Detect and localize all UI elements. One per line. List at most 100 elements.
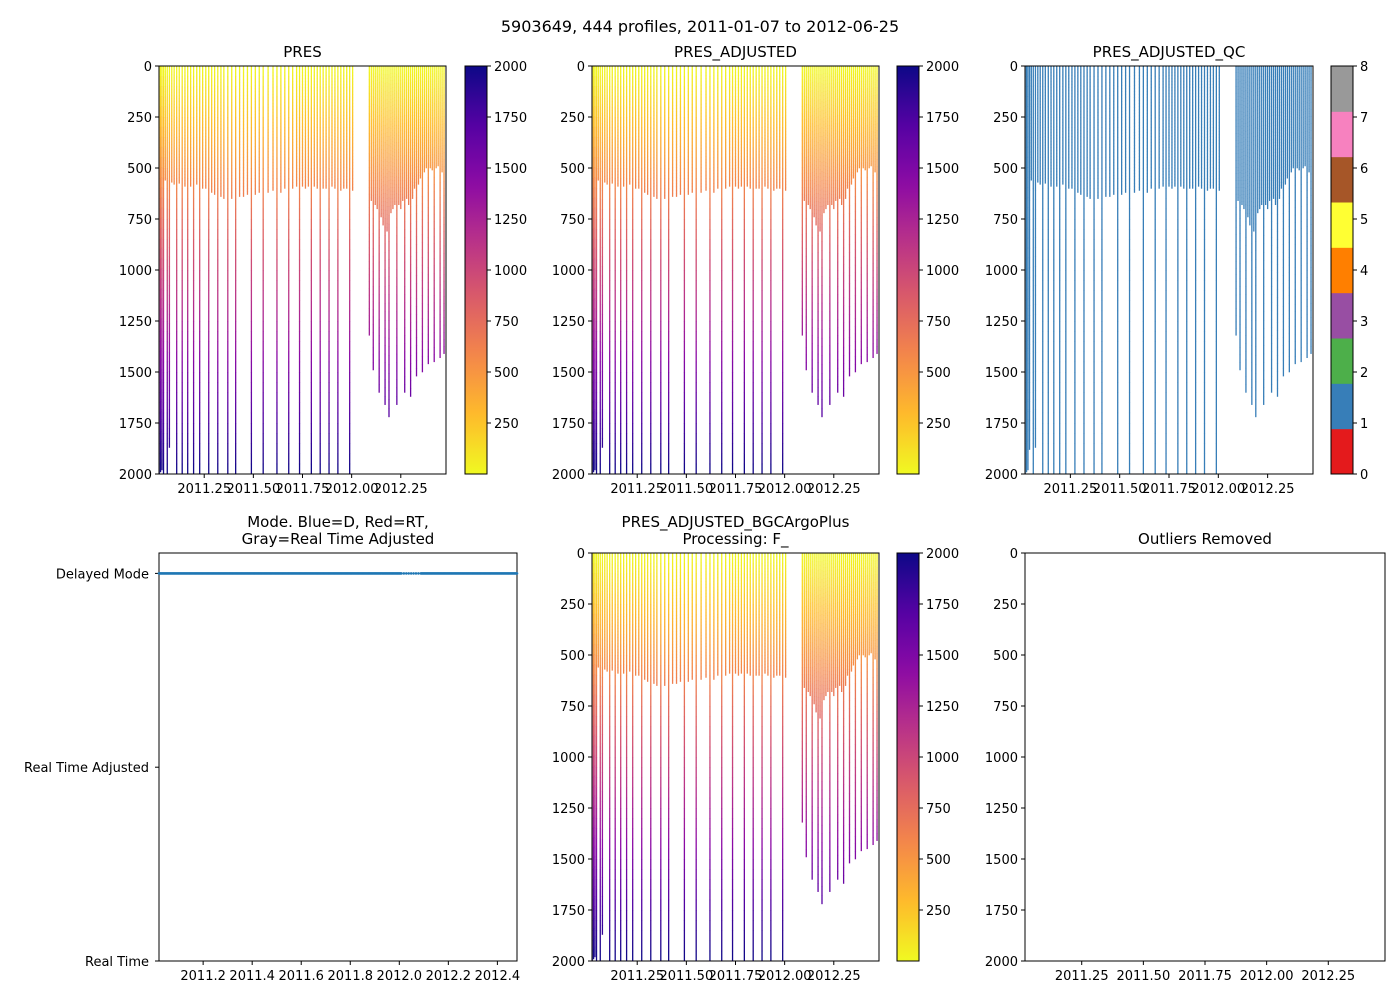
x-tick-label: 2012.25 [1301,969,1355,984]
x-tick-label: 2011.4 [229,969,275,984]
y-category-label: Real Time [85,955,149,970]
y-tick-label: 1500 [552,853,585,868]
x-tick-label: 2011.25 [610,969,664,984]
y-tick-label: 1000 [552,751,585,766]
colorbar-tick-label: 1000 [926,751,959,766]
x-tick-label: 2012.2 [426,969,472,984]
y-tick-label: 1750 [985,904,1018,919]
colorbar-segment [1331,156,1353,203]
y-tick-label: 2000 [552,468,585,483]
colorbar-tick-label: 750 [926,315,951,330]
x-tick-label: 2011.25 [177,482,231,497]
colorbar-segment [1331,383,1353,430]
panel-title: PRES_ADJUSTED [674,43,797,62]
colorbar-tick-label: 750 [494,315,519,330]
y-tick-label: 1250 [119,315,152,330]
y-tick-label: 1500 [985,853,1018,868]
x-tick-label: 2011.50 [1093,482,1147,497]
colorbar-tick-label: 750 [926,802,951,817]
y-tick-label: 1500 [985,366,1018,381]
panel-title: PRES_ADJUSTED_QC [1093,43,1246,62]
panel-title: Processing: F_ [682,530,789,549]
x-tick-label: 2011.50 [1116,969,1170,984]
colorbar-segment [1331,66,1353,112]
colorbar-segment [1331,292,1353,339]
x-tick-label: 2012.25 [807,482,861,497]
axes-frame [1024,552,1386,962]
y-tick-label: 250 [560,598,585,613]
mode-point [400,572,403,575]
y-tick-label: 2000 [985,468,1018,483]
x-tick-label: 2012.25 [807,969,861,984]
colorbar-segment [1331,338,1353,384]
y-tick-label: 250 [993,111,1018,126]
x-tick-label: 2011.50 [226,482,280,497]
y-tick-label: 1750 [119,417,152,432]
y-tick-label: 750 [993,213,1018,228]
mode-point [407,572,411,575]
mode-point [409,572,413,575]
mode-point [412,572,415,575]
y-tick-label: 0 [144,60,152,75]
colorbar-tick-label: 500 [926,853,951,868]
suptitle: 5903649, 444 profiles, 2011-01-07 to 201… [501,17,899,36]
colorbar-tick-label: 1250 [494,213,527,228]
colorbar-tick-label: 1500 [926,649,959,664]
x-tick-label: 2011.75 [709,482,763,497]
y-tick-label: 1500 [552,366,585,381]
mode-point [417,572,420,575]
colorbar-tick-label: 0 [1360,468,1368,483]
colorbar-tick-label: 1250 [926,700,959,715]
panel-title: Mode. Blue=D, Red=RT, [247,513,429,531]
colorbar [896,552,920,962]
y-tick-label: 0 [1010,60,1018,75]
colorbar-tick-label: 7 [1360,111,1368,126]
y-tick-label: 2000 [552,955,585,970]
colorbar-tick-label: 1750 [926,598,959,613]
colorbar-segment [1331,247,1353,294]
y-tick-label: 750 [993,700,1018,715]
colorbar [464,65,488,475]
x-tick-label: 2011.2 [180,969,226,984]
colorbar-segment [1331,428,1353,475]
y-tick-label: 1000 [985,751,1018,766]
colorbar-tick-label: 5 [1360,213,1368,228]
y-tick-label: 1000 [552,264,585,279]
x-tick-label: 2012.00 [1191,482,1245,497]
mode-series-delayed [157,572,519,575]
x-tick-label: 2012.00 [758,482,812,497]
y-tick-label: 1000 [119,264,152,279]
mode-point [515,572,519,575]
colorbar-tick-label: 2000 [926,60,959,75]
colorbar-tick-label: 500 [926,366,951,381]
panel-pres-adjusted-qc: PRES_ADJUSTED_QC025050075010001250150017… [985,43,1368,497]
y-tick-label: 0 [577,547,585,562]
x-tick-label: 2011.75 [1142,482,1196,497]
x-tick-label: 2011.25 [1043,482,1097,497]
y-tick-label: 1250 [552,802,585,817]
y-tick-label: 750 [127,213,152,228]
y-tick-label: 250 [560,111,585,126]
panel-title: Gray=Real Time Adjusted [242,530,435,548]
y-tick-label: 1750 [985,417,1018,432]
x-tick-label: 2012.0 [377,969,423,984]
mode-point [414,572,418,575]
y-tick-label: 2000 [985,955,1018,970]
x-tick-label: 2011.8 [328,969,374,984]
colorbar-tick-label: 2000 [926,547,959,562]
colorbar-tick-label: 8 [1360,60,1368,75]
colorbar-tick-label: 1250 [926,213,959,228]
x-tick-label: 2011.75 [1178,969,1232,984]
colorbar-tick-label: 3 [1360,315,1368,330]
mode-point [402,572,406,575]
y-category-label: Real Time Adjusted [24,761,149,776]
colorbar-tick-label: 1000 [926,264,959,279]
mode-point [404,572,408,575]
x-tick-label: 2012.00 [758,969,812,984]
colorbar-tick-label: 1750 [494,111,527,126]
x-tick-label: 2011.25 [1055,969,1109,984]
y-tick-label: 500 [560,162,585,177]
y-tick-label: 750 [560,700,585,715]
